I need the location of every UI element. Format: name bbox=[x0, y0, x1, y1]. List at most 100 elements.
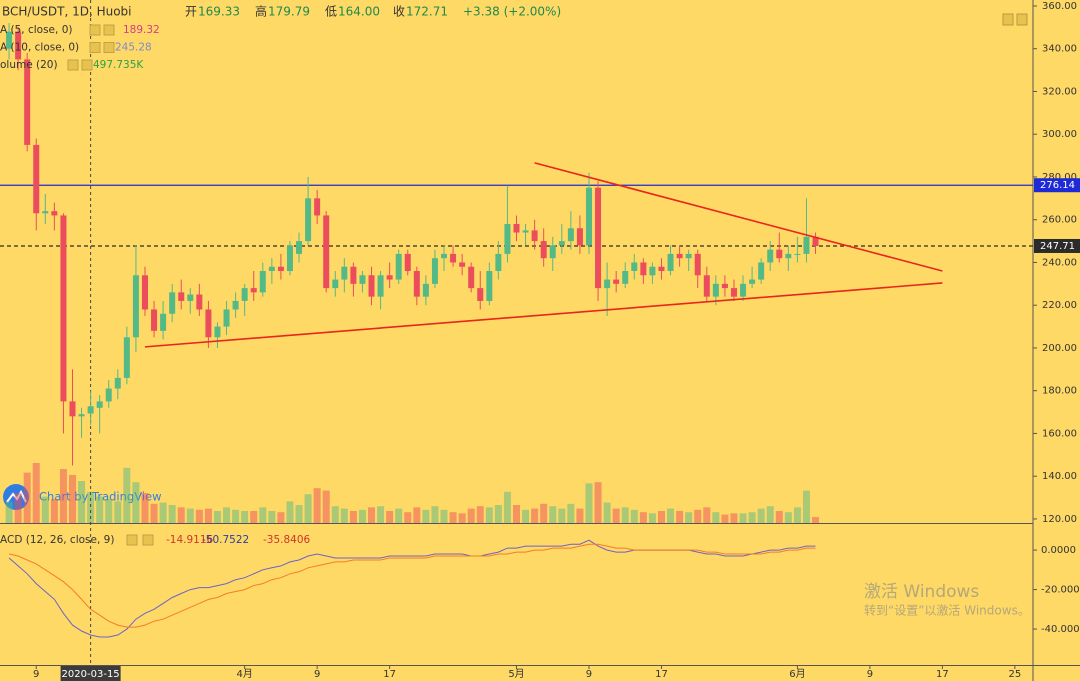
ohlc-label: 收 bbox=[393, 5, 405, 19]
volume-bar bbox=[422, 509, 430, 523]
price-label: 247.71 bbox=[1040, 241, 1075, 252]
candle-body bbox=[123, 337, 130, 378]
indicator-value: 189.32 bbox=[123, 24, 160, 36]
ohlc-value: 172.71 bbox=[406, 5, 448, 19]
volume-bar bbox=[331, 506, 339, 523]
candle-body bbox=[368, 275, 375, 297]
y-tick-label: 340.00 bbox=[1042, 44, 1077, 55]
volume-bar bbox=[467, 508, 475, 523]
indicator-value: 497.735K bbox=[93, 59, 144, 71]
candle-body bbox=[567, 228, 574, 242]
candle-body bbox=[441, 253, 448, 259]
candle-body bbox=[268, 266, 275, 272]
candle-body bbox=[450, 253, 457, 263]
button[interactable] bbox=[1002, 13, 1014, 26]
window-buttons bbox=[1002, 13, 1028, 26]
volume-bar bbox=[358, 509, 366, 523]
volume-bar bbox=[748, 512, 756, 523]
volume-bar bbox=[721, 514, 729, 523]
indicator-close[interactable] bbox=[103, 42, 115, 53]
volume-bar bbox=[449, 512, 457, 523]
y-tick-label: 200.00 bbox=[1042, 343, 1077, 354]
activation-subtitle: 转到“设置”以激活 Windows。 bbox=[864, 603, 1030, 618]
candle-body bbox=[169, 292, 176, 314]
candle-body bbox=[812, 236, 819, 246]
y-tick-label: 300.00 bbox=[1042, 129, 1077, 140]
volume-bar bbox=[522, 509, 530, 523]
candle-body bbox=[187, 294, 194, 301]
candle-body bbox=[404, 253, 411, 272]
candle-body bbox=[132, 275, 139, 338]
volume-bar bbox=[250, 511, 258, 523]
x-tick-label: 6月 bbox=[789, 668, 805, 680]
volume-bar bbox=[667, 508, 675, 523]
y-tick-label: 180.00 bbox=[1042, 386, 1077, 397]
candle-body bbox=[42, 211, 49, 214]
volume-bar bbox=[96, 496, 104, 523]
ohlc-value: 179.79 bbox=[268, 5, 310, 19]
candle-body bbox=[531, 230, 538, 242]
indicator-value: 245.28 bbox=[115, 42, 152, 54]
x-tick-label: 9 bbox=[314, 669, 320, 680]
volume-bar bbox=[349, 511, 357, 523]
volume-bar bbox=[630, 509, 638, 523]
candle-body bbox=[305, 198, 312, 242]
volume-bar bbox=[775, 511, 783, 523]
candle-body bbox=[160, 313, 167, 331]
activation-title: 激活 Windows bbox=[864, 582, 979, 602]
macd-value: -14.9116 bbox=[166, 534, 214, 546]
volume-bar bbox=[286, 501, 294, 523]
crosshair-label-box bbox=[60, 666, 121, 681]
y-tick-label: 120.00 bbox=[1042, 514, 1077, 525]
candle-body bbox=[69, 401, 76, 417]
candle-body bbox=[413, 271, 420, 297]
y-tick-label: 260.00 bbox=[1042, 215, 1077, 226]
candle-body bbox=[87, 406, 94, 414]
candle-body bbox=[794, 253, 801, 255]
candle-body bbox=[513, 223, 520, 233]
volume-bar bbox=[694, 509, 702, 523]
crosshair-label: 2020-03-15 bbox=[62, 669, 120, 680]
macd-close[interactable] bbox=[142, 534, 154, 546]
candle-body bbox=[196, 294, 203, 310]
candle-body bbox=[767, 249, 774, 263]
volume-bar bbox=[440, 509, 448, 523]
volume-bar bbox=[259, 507, 267, 523]
volume-bar bbox=[657, 511, 665, 523]
volume-bar bbox=[322, 490, 330, 523]
indicator-close[interactable] bbox=[103, 24, 115, 36]
candle-body bbox=[51, 211, 58, 216]
y-tick-label: 220.00 bbox=[1042, 300, 1077, 311]
candle-body bbox=[359, 275, 366, 284]
candle-body bbox=[540, 241, 547, 259]
macd-name: ACD (12, 26, close, 9) bbox=[0, 534, 114, 546]
candle-body bbox=[151, 309, 158, 331]
volume-bar bbox=[204, 508, 212, 523]
indicator-settings[interactable] bbox=[89, 24, 101, 36]
volume-bar bbox=[59, 469, 67, 523]
signal-line bbox=[8, 543, 816, 628]
volume-bar bbox=[503, 491, 511, 523]
volume-bar bbox=[621, 507, 629, 523]
candle-body bbox=[504, 223, 511, 254]
volume-bar bbox=[639, 512, 647, 523]
y-tick-label: 320.00 bbox=[1042, 86, 1077, 97]
volume-bar bbox=[802, 490, 810, 523]
volume-bar bbox=[549, 506, 557, 523]
indicator-name: A (10, close, 0) bbox=[0, 42, 79, 54]
trendline bbox=[534, 162, 943, 272]
indicator-settings[interactable] bbox=[67, 59, 79, 71]
ohlc-label: 开 bbox=[185, 5, 197, 19]
candle-body bbox=[477, 288, 484, 301]
button[interactable] bbox=[1016, 13, 1028, 26]
indicator-settings[interactable] bbox=[89, 42, 101, 53]
macd-settings[interactable] bbox=[126, 534, 138, 546]
candle-body bbox=[96, 401, 103, 408]
volume-bar bbox=[168, 505, 176, 523]
volume-bar bbox=[513, 505, 520, 523]
y-tick-label: 360.00 bbox=[1042, 1, 1077, 12]
candle-body bbox=[730, 288, 737, 297]
candle-body bbox=[141, 275, 148, 310]
candle-body bbox=[459, 262, 466, 267]
indicator-close[interactable] bbox=[81, 59, 93, 71]
